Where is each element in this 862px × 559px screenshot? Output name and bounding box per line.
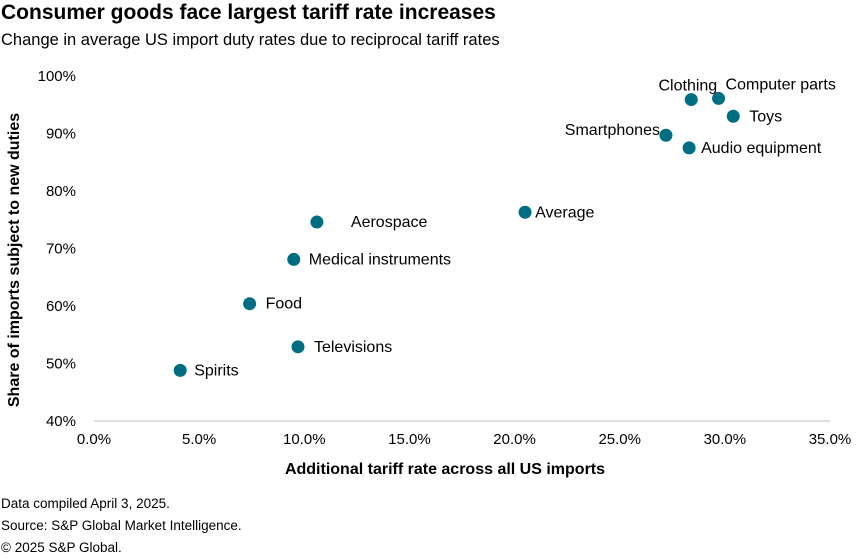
point-label: Medical instruments	[309, 251, 451, 268]
x-tick-label: 35.0%	[809, 431, 852, 448]
y-tick-label: 80%	[46, 183, 76, 200]
y-tick-label: 70%	[46, 241, 76, 258]
point-label: Spirits	[194, 362, 238, 379]
y-tick-label: 60%	[46, 298, 76, 315]
y-axis-label: Share of imports subject to new duties	[6, 113, 23, 407]
chart-title: Consumer goods face largest tariff rate …	[1, 1, 496, 24]
x-tick-label: 10.0%	[283, 431, 326, 448]
chart-point-labels: Spirits Food Televisions Medical instrument…	[194, 76, 836, 379]
scatter-point	[291, 340, 305, 354]
x-tick-label: 0.0%	[77, 431, 111, 448]
scatter-point	[310, 215, 324, 229]
copyright-note: © 2025 S&P Global.	[1, 540, 122, 555]
x-tick-label: 20.0%	[493, 431, 536, 448]
scatter-point	[518, 205, 532, 219]
y-tick-label: 50%	[46, 356, 76, 373]
x-tick-label: 5.0%	[182, 431, 216, 448]
scatter-point	[287, 252, 301, 266]
scatter-point	[682, 141, 696, 155]
y-tick-label: 40%	[46, 413, 76, 430]
point-label: Audio equipment	[701, 140, 822, 157]
x-tick-label: 30.0%	[704, 431, 747, 448]
point-label: Food	[266, 296, 302, 313]
point-label: Clothing	[659, 78, 718, 95]
scatter-point	[659, 128, 673, 142]
point-label: Computer parts	[726, 76, 836, 93]
scatter-point	[684, 93, 698, 107]
chart-subtitle: Change in average US import duty rates d…	[1, 31, 500, 49]
data-note: Data compiled April 3, 2025.	[1, 496, 170, 511]
point-label: Toys	[749, 108, 782, 125]
scatter-point	[243, 297, 257, 311]
point-label: Televisions	[314, 339, 392, 356]
y-tick-label: 100%	[38, 68, 76, 85]
x-tick-label: 15.0%	[388, 431, 431, 448]
x-axis-label: Additional tariff rate across all US imp…	[285, 461, 605, 478]
scatter-chart: 0.0% 5.0% 10.0% 15.0% 20.0% 25.0% 30.0% 35.0% 40…	[6, 68, 852, 478]
source-note: Source: S&P Global Market Intelligence.	[1, 518, 242, 533]
chart-axes: 0.0% 5.0% 10.0% 15.0% 20.0% 25.0% 30.0% 35.0% 40…	[38, 68, 852, 448]
scatter-point	[173, 363, 187, 377]
x-tick-label: 25.0%	[598, 431, 641, 448]
chart-points	[173, 91, 740, 377]
point-label: Smartphones	[565, 122, 660, 139]
y-tick-label: 90%	[46, 126, 76, 143]
point-label: Average	[535, 204, 594, 221]
scatter-point	[712, 91, 726, 105]
point-label: Aerospace	[351, 214, 428, 231]
scatter-point	[726, 109, 740, 123]
